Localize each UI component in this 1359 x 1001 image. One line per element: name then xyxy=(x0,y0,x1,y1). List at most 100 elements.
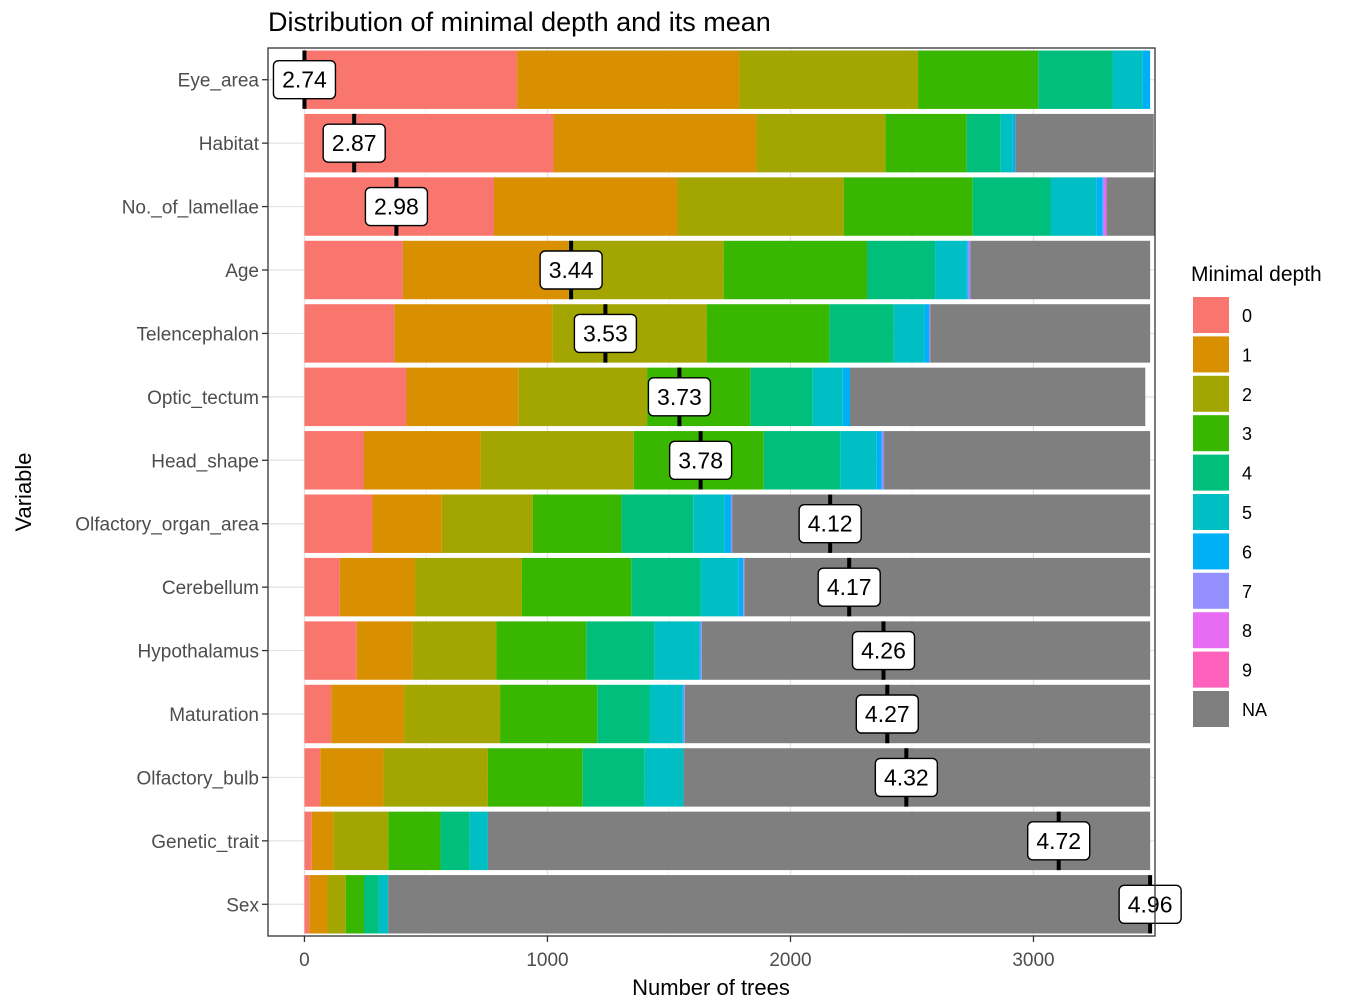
legend-item: NA xyxy=(1193,691,1267,727)
bar-segment xyxy=(763,431,841,490)
y-tick-label: Age xyxy=(225,261,259,282)
bar-segment xyxy=(967,240,971,300)
bar-segment xyxy=(724,494,731,553)
bar-segment xyxy=(363,431,481,490)
bar-segment xyxy=(972,177,1051,236)
bar-segment xyxy=(1012,113,1016,173)
y-tick-label: Sex xyxy=(226,895,259,916)
bar-segment xyxy=(677,177,844,236)
mean-marker: 4.12 xyxy=(798,494,862,553)
mean-label: 4.26 xyxy=(861,638,906,664)
bar-segment xyxy=(333,811,389,871)
legend-swatch xyxy=(1193,415,1229,452)
mean-markers: 2.74 2.87 2.98 3.44 3.53 3.73 3.78 4.12 4.17 4.26… xyxy=(272,50,1182,934)
bar-segment xyxy=(730,494,733,553)
bar-segment xyxy=(966,240,968,300)
bar-segment xyxy=(1103,177,1107,236)
mean-label-box xyxy=(798,504,862,544)
bar-segment xyxy=(383,748,488,807)
mean-marker: 3.44 xyxy=(539,240,603,300)
bar-segment xyxy=(363,875,379,934)
bar-segment xyxy=(304,621,357,680)
bar-segment xyxy=(621,494,694,553)
bar-row xyxy=(304,113,1154,173)
bar-segment xyxy=(339,557,416,617)
legend-item: 1 xyxy=(1193,336,1252,373)
bar-segment xyxy=(327,875,346,934)
legend-item: 2 xyxy=(1193,375,1252,412)
y-tick-label: Telencephalon xyxy=(136,324,259,345)
bar-segment xyxy=(756,113,886,173)
bar-segment xyxy=(518,367,648,427)
mean-label: 3.78 xyxy=(678,447,723,473)
bar-segment xyxy=(304,240,403,300)
mean-label-box xyxy=(364,186,429,227)
mean-label: 2.98 xyxy=(374,194,419,220)
bar-segment xyxy=(699,621,701,680)
bar-segment xyxy=(1000,113,1013,173)
bar-segment xyxy=(884,431,1151,490)
bar-row xyxy=(304,50,1151,109)
bar-segment xyxy=(304,431,364,490)
mean-label: 2.74 xyxy=(282,67,327,93)
legend-swatch xyxy=(1193,494,1229,530)
x-tick-label: 0 xyxy=(299,950,310,971)
bar-segment xyxy=(304,684,332,744)
bar-segment xyxy=(304,748,321,807)
bar-segment xyxy=(372,494,442,553)
mean-label-box xyxy=(539,250,603,290)
legend-label: 5 xyxy=(1242,503,1252,523)
bar-segment xyxy=(304,811,312,871)
legend-swatch xyxy=(1193,454,1229,491)
legend-label: NA xyxy=(1242,700,1267,720)
mean-label-box xyxy=(817,567,881,607)
bar-segment xyxy=(631,557,701,617)
bar-segment xyxy=(304,304,395,363)
y-axis-title: Variable xyxy=(11,452,36,531)
bar-segment xyxy=(842,367,851,427)
bar-segment xyxy=(930,304,1151,363)
bar-segment xyxy=(404,684,501,744)
mean-marker: 4.96 xyxy=(1118,875,1182,934)
bar-segment xyxy=(970,240,1151,300)
bar-segment xyxy=(532,494,622,553)
bar-row xyxy=(304,748,1151,807)
legend-label: 7 xyxy=(1242,582,1252,602)
mean-label: 4.17 xyxy=(827,574,872,600)
bar-segment xyxy=(304,367,407,427)
bar-segment xyxy=(388,875,1151,934)
bar-segment xyxy=(829,304,894,363)
mean-marker: 3.53 xyxy=(573,304,638,363)
bar-segment xyxy=(331,684,405,744)
bar-segment xyxy=(840,431,877,490)
bar-segment xyxy=(320,748,384,807)
bar-segment xyxy=(1106,177,1155,236)
mean-label-box xyxy=(322,123,386,163)
legend-swatch xyxy=(1193,651,1229,688)
bar-segment xyxy=(412,621,497,680)
bar-segment xyxy=(649,684,683,744)
mean-label-box xyxy=(1027,821,1091,861)
bar-segment xyxy=(441,494,533,553)
bar-segment xyxy=(644,748,684,807)
mean-label: 3.53 xyxy=(583,320,628,346)
bar-segment xyxy=(850,367,1146,427)
bar-segment xyxy=(935,240,967,300)
bar-segment xyxy=(309,875,328,934)
bar-segment xyxy=(885,113,967,173)
bar-segment xyxy=(701,621,1151,680)
x-tick-label: 1000 xyxy=(526,950,568,971)
bar-segment xyxy=(1038,50,1113,109)
bar-segment xyxy=(966,113,1001,173)
mean-label-box xyxy=(851,630,916,671)
bar-segment xyxy=(406,367,519,427)
y-tick-label: Head_shape xyxy=(151,451,259,472)
legend-item: 6 xyxy=(1193,533,1252,570)
bar-row xyxy=(304,811,1151,871)
mean-label-box xyxy=(647,377,712,417)
x-tick-label: 3000 xyxy=(1012,950,1054,971)
bar-segment xyxy=(1142,50,1151,109)
bar-row xyxy=(304,684,1151,744)
legend-label: 2 xyxy=(1242,385,1252,405)
bar-segment xyxy=(378,875,389,934)
